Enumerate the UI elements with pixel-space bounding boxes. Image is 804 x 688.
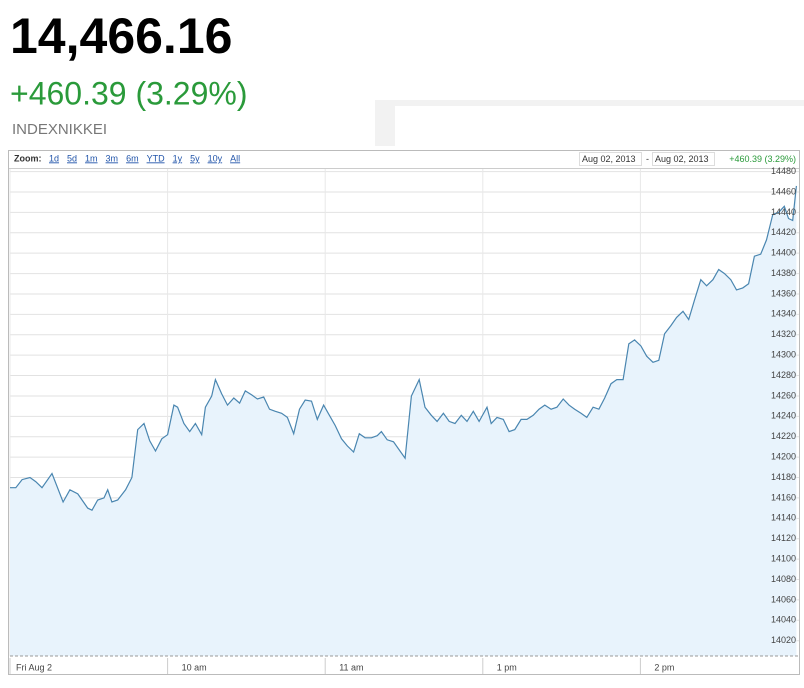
zoom-option[interactable]: YTD [147, 153, 166, 163]
zoom-option[interactable]: 6m [126, 153, 139, 163]
y-tick-label: 14120 [771, 533, 796, 543]
x-tick-label: 2 pm [654, 662, 674, 672]
y-tick-label: 14200 [771, 452, 796, 462]
y-tick-label: 14060 [771, 594, 796, 604]
y-tick-label: 14100 [771, 553, 796, 563]
zoom-option[interactable]: All [230, 153, 240, 163]
x-tick-label: 10 am [182, 662, 207, 672]
range-end[interactable]: Aug 02, 2013 [655, 154, 709, 164]
y-tick-label: 14400 [771, 248, 796, 258]
zoom-option[interactable]: 5y [190, 153, 200, 163]
range-start[interactable]: Aug 02, 2013 [582, 154, 636, 164]
y-tick-label: 14280 [771, 370, 796, 380]
y-tick-label: 14140 [771, 513, 796, 523]
range-change: +460.39 (3.29%) [729, 154, 796, 164]
y-tick-label: 14160 [771, 492, 796, 502]
y-tick-label: 14240 [771, 411, 796, 421]
zoom-option[interactable]: 10y [208, 153, 223, 163]
price-line [10, 185, 797, 511]
y-tick-label: 14080 [771, 574, 796, 584]
y-tick-label: 14020 [771, 635, 796, 645]
y-tick-label: 14180 [771, 472, 796, 482]
y-tick-label: 14440 [771, 207, 796, 217]
symbol: INDEXNIKKEI [12, 121, 107, 138]
y-tick-label: 14300 [771, 350, 796, 360]
x-tick-label: 1 pm [497, 662, 517, 672]
zoom-label: Zoom: [14, 153, 42, 163]
x-tick-label: Fri Aug 2 [16, 662, 52, 672]
y-tick-label: 14360 [771, 288, 796, 298]
zoom-option[interactable]: 1d [49, 153, 59, 163]
y-tick-label: 14380 [771, 268, 796, 278]
price-change: +460.39 (3.29%) [10, 75, 248, 111]
area [10, 185, 797, 656]
y-tick-label: 14340 [771, 309, 796, 319]
y-tick-label: 14420 [771, 227, 796, 237]
price: 14,466.16 [10, 8, 232, 64]
zoom-option[interactable]: 3m [106, 153, 119, 163]
range-box [579, 152, 642, 166]
zoom-option[interactable]: 5d [67, 153, 77, 163]
zoom-option[interactable]: 1m [85, 153, 98, 163]
range-box [652, 152, 715, 166]
header-backdrop [395, 106, 804, 146]
y-tick-label: 14320 [771, 329, 796, 339]
x-tick-label: 11 am [339, 662, 363, 672]
range-separator: - [646, 154, 649, 164]
y-tick-label: 14040 [771, 615, 796, 625]
y-tick-label: 14260 [771, 390, 796, 400]
zoom-options: 1d 5d 1m 3m 6m YTD 1y 5y 10y All [49, 153, 240, 163]
zoom-option[interactable]: 1y [173, 153, 183, 163]
y-tick-label: 14460 [771, 186, 796, 196]
y-tick-label: 14220 [771, 431, 796, 441]
y-tick-label: 14480 [771, 166, 796, 176]
plot: Fri Aug 2 10 am 11 am 1 pm 2 pm 14020 14040 140… [9, 166, 799, 674]
